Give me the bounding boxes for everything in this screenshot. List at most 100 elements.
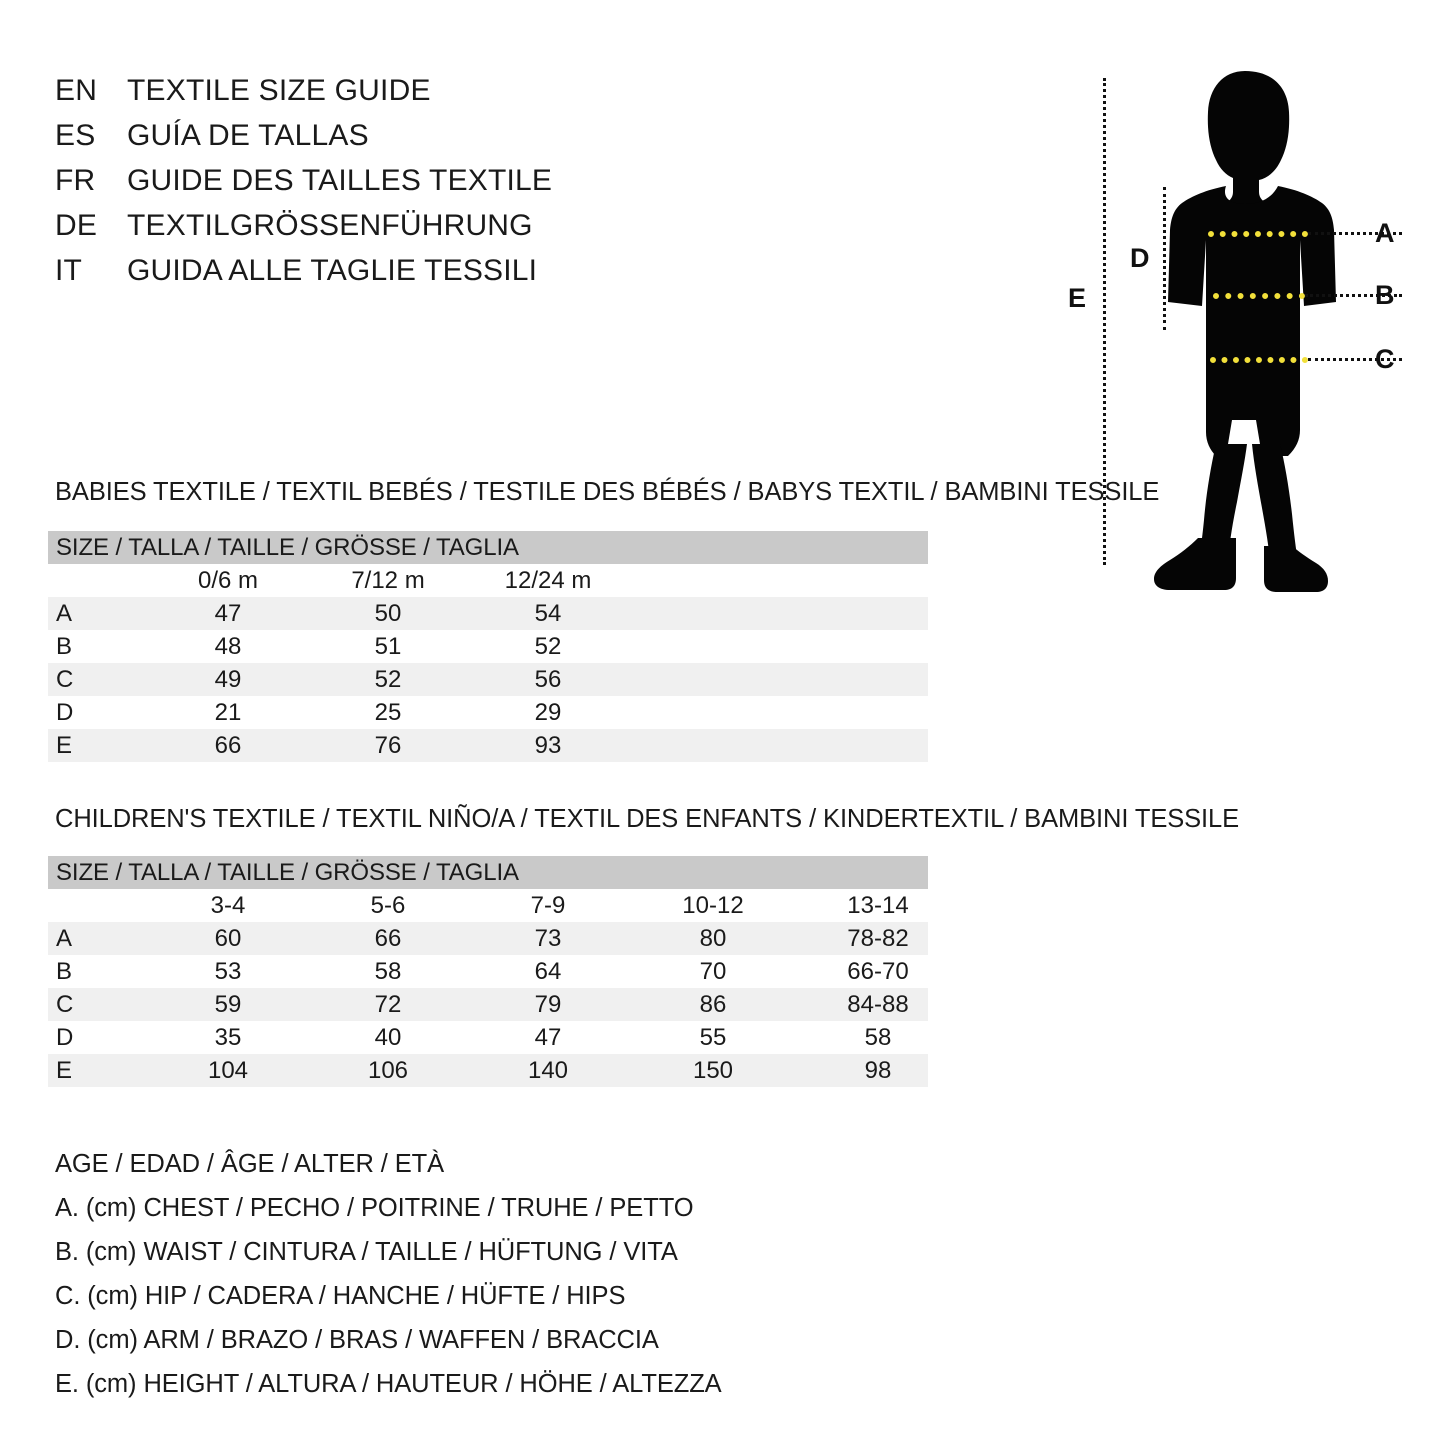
- language-code: ES: [55, 119, 96, 152]
- table-row: E 66 76 93: [48, 729, 928, 762]
- table-cell: 66: [374, 925, 402, 952]
- children-col-header: 13-14: [847, 892, 909, 919]
- babies-col-header: 12/24 m: [504, 567, 592, 594]
- hip-leader-line-c: [1308, 358, 1402, 361]
- legend-item-e: E. (cm) HEIGHT / ALTURA / HAUTEUR / HÖHE…: [55, 1369, 722, 1398]
- children-column-header-row: 3-4 5-6 7-9 10-12 13-14: [48, 889, 928, 922]
- table-cell: 25: [374, 699, 402, 726]
- children-col-header: 3-4: [210, 892, 246, 919]
- table-cell: 51: [374, 633, 402, 660]
- language-row: DE TEXTILGRÖSSENFÜHRUNG: [55, 209, 675, 254]
- language-title: TEXTILGRÖSSENFÜHRUNG: [127, 209, 533, 242]
- table-cell: 66: [214, 732, 242, 759]
- row-label: C: [56, 666, 74, 693]
- waist-leader-line-b: [1305, 294, 1402, 297]
- table-row: B 48 51 52: [48, 630, 928, 663]
- figure-label-e: E: [1068, 283, 1087, 313]
- measurement-legend: AGE / EDAD / ÂGE / ALTER / ETÀ A. (cm) C…: [55, 1142, 815, 1406]
- child-silhouette-icon: [1154, 71, 1336, 592]
- table-cell: 98: [864, 1057, 892, 1084]
- figure-label-b: B: [1375, 280, 1395, 310]
- measurement-diagram: E D A B C: [1040, 40, 1445, 600]
- legend-age-line: AGE / EDAD / ÂGE / ALTER / ETÀ: [55, 1149, 445, 1178]
- table-cell: 84-88: [847, 991, 909, 1018]
- table-row: E 104 106 140 150 98: [48, 1054, 928, 1087]
- row-label: B: [56, 958, 73, 985]
- children-col-header: 7-9: [530, 892, 566, 919]
- row-label: C: [56, 991, 74, 1018]
- legend-item-b: B. (cm) WAIST / CINTURA / TAILLE / HÜFTU…: [55, 1237, 678, 1266]
- table-row: C 59 72 79 86 84-88: [48, 988, 928, 1021]
- children-col-header: 5-6: [370, 892, 406, 919]
- height-measure-line-e: [1103, 78, 1106, 565]
- babies-table-band: SIZE / TALLA / TAILLE / GRÖSSE / TAGLIA: [48, 531, 928, 564]
- row-label: B: [56, 633, 73, 660]
- table-cell: 58: [374, 958, 402, 985]
- table-cell: 52: [374, 666, 402, 693]
- language-row: ES GUÍA DE TALLAS: [55, 119, 675, 164]
- language-row: IT GUIDA ALLE TAGLIE TESSILI: [55, 254, 675, 299]
- figure-label-c: C: [1375, 344, 1395, 374]
- table-cell: 70: [699, 958, 727, 985]
- figure-label-a: A: [1375, 218, 1395, 248]
- table-cell: 53: [214, 958, 242, 985]
- table-row: C 49 52 56: [48, 663, 928, 696]
- table-cell: 47: [534, 1024, 562, 1051]
- table-cell: 48: [214, 633, 242, 660]
- babies-column-header-row: 0/6 m 7/12 m 12/24 m: [48, 564, 928, 597]
- language-header-block: EN TEXTILE SIZE GUIDE ES GUÍA DE TALLAS …: [55, 74, 675, 299]
- table-cell: 150: [692, 1057, 734, 1084]
- row-label: D: [56, 699, 74, 726]
- table-cell: 21: [214, 699, 242, 726]
- table-cell: 52: [534, 633, 562, 660]
- children-section-title: CHILDREN'S TEXTILE / TEXTIL NIÑO/A / TEX…: [55, 805, 1240, 833]
- figure-label-d: D: [1130, 243, 1150, 273]
- row-label: E: [56, 732, 73, 759]
- table-row: A 47 50 54: [48, 597, 928, 630]
- chest-measure-line-a: [1208, 231, 1308, 237]
- legend-item-a: A. (cm) CHEST / PECHO / POITRINE / TRUHE…: [55, 1193, 694, 1222]
- language-code: EN: [55, 74, 98, 107]
- table-row: B 53 58 64 70 66-70: [48, 955, 928, 988]
- table-cell: 40: [374, 1024, 402, 1051]
- children-band-label: SIZE / TALLA / TAILLE / GRÖSSE / TAGLIA: [56, 858, 519, 886]
- children-size-table: SIZE / TALLA / TAILLE / GRÖSSE / TAGLIA …: [48, 856, 928, 1087]
- table-cell: 55: [699, 1024, 727, 1051]
- language-row: EN TEXTILE SIZE GUIDE: [55, 74, 675, 119]
- table-cell: 60: [214, 925, 242, 952]
- table-cell: 86: [699, 991, 727, 1018]
- legend-item-c: C. (cm) HIP / CADERA / HANCHE / HÜFTE / …: [55, 1281, 626, 1310]
- table-cell: 140: [527, 1057, 569, 1084]
- table-cell: 73: [534, 925, 562, 952]
- language-row: FR GUIDE DES TAILLES TEXTILE: [55, 164, 675, 209]
- language-title: GUIDE DES TAILLES TEXTILE: [127, 164, 553, 197]
- table-cell: 56: [534, 666, 562, 693]
- table-cell: 66-70: [847, 958, 909, 985]
- table-row: D 21 25 29: [48, 696, 928, 729]
- children-table-band: SIZE / TALLA / TAILLE / GRÖSSE / TAGLIA: [48, 856, 928, 889]
- language-code: IT: [55, 254, 83, 287]
- table-cell: 104: [207, 1057, 249, 1084]
- row-label: A: [56, 925, 73, 952]
- arm-measure-line-d: [1163, 187, 1166, 330]
- table-cell: 58: [864, 1024, 892, 1051]
- table-cell: 59: [214, 991, 242, 1018]
- language-code: DE: [55, 209, 98, 242]
- babies-col-header: 0/6 m: [197, 567, 259, 594]
- table-cell: 47: [214, 600, 242, 627]
- table-cell: 80: [699, 925, 727, 952]
- hip-measure-line-c: [1210, 357, 1308, 363]
- table-cell: 78-82: [847, 925, 909, 952]
- language-title: GUIDA ALLE TAGLIE TESSILI: [127, 254, 538, 287]
- table-cell: 54: [534, 600, 562, 627]
- table-row: D 35 40 47 55 58: [48, 1021, 928, 1054]
- babies-section-title: BABIES TEXTILE / TEXTIL BEBÉS / TESTILE …: [55, 478, 1160, 506]
- table-cell: 49: [214, 666, 242, 693]
- row-label: A: [56, 600, 73, 627]
- language-title: GUÍA DE TALLAS: [127, 119, 369, 152]
- row-label: D: [56, 1024, 74, 1051]
- chest-leader-line-a: [1308, 232, 1402, 235]
- table-row: A 60 66 73 80 78-82: [48, 922, 928, 955]
- table-cell: 72: [374, 991, 402, 1018]
